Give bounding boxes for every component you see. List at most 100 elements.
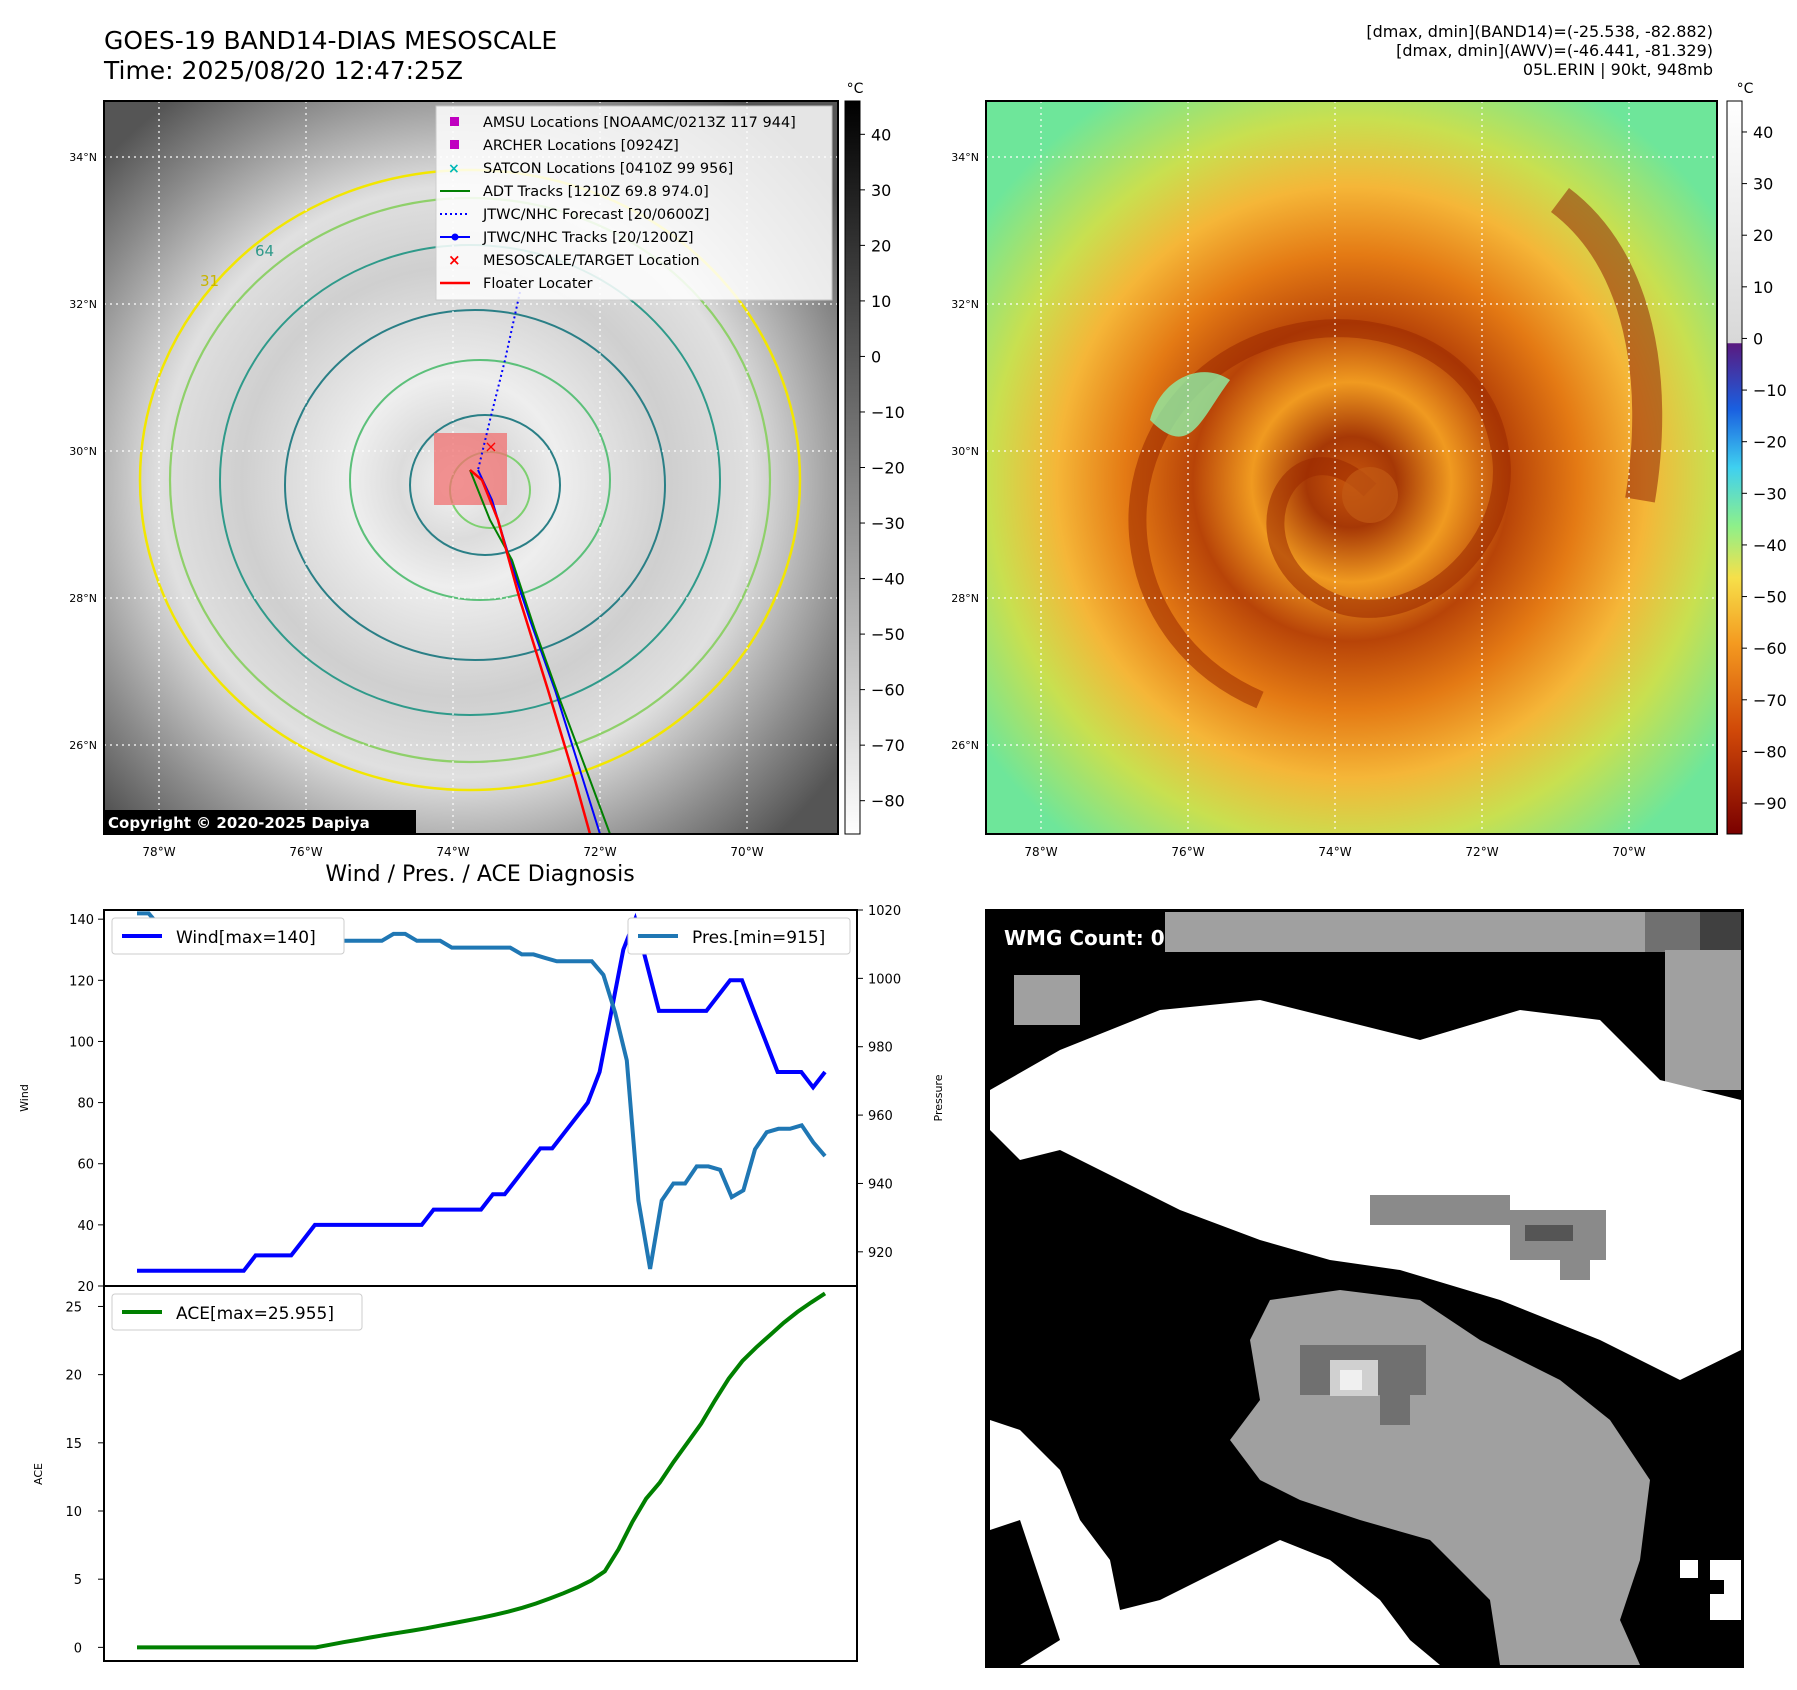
satcon-marker: × (448, 161, 460, 177)
awv-enhanced-map: 34°N 32°N 30°N 28°N 26°N 78°W 76°W 74°W … (951, 100, 1718, 859)
storm-tracks: × 64 31 (200, 242, 611, 834)
right-colorbar-tick: −20 (1753, 433, 1787, 452)
ace-axes-frame (103, 1285, 858, 1662)
left-map-frame (103, 100, 839, 835)
left-colorbar-tick: 40 (871, 125, 891, 144)
ace-tick-label: 15 (65, 1437, 82, 1452)
ace-chart: 0 5 10 15 20 25 ACE ACE[max=25.955] (32, 1285, 858, 1662)
lon-label-right: 76°W (1171, 845, 1204, 859)
legend-archer: ARCHER Locations [0924Z] (483, 138, 679, 154)
wind-tick-label: 80 (77, 1097, 94, 1112)
right-colorbar-tick: −40 (1753, 536, 1787, 555)
right-colorbar-tick: 10 (1753, 278, 1773, 297)
archer-marker (450, 140, 459, 149)
awv-range: [dmax, dmin](AWV)=(-46.441, -81.329) (1396, 41, 1713, 60)
pressure-legend-label: Pres.[min=915] (692, 928, 825, 948)
wind-axis-ticks: 20 40 60 80 100 120 140 (69, 913, 104, 1295)
wind-legend: Wind[max=140] (111, 917, 345, 955)
forecast-track (477, 291, 521, 471)
lat-label: 30°N (69, 445, 97, 458)
best-track (477, 469, 601, 834)
map-legend: AMSU Locations [NOAAMC/0213Z 117 944] AR… (435, 105, 833, 301)
legend-satcon: SATCON Locations [0410Z 99 956] (483, 161, 733, 177)
lat-label-right: 26°N (951, 739, 979, 752)
ace-legend-label: ACE[max=25.955] (176, 1304, 334, 1324)
pressure-tick-label: 960 (868, 1109, 893, 1124)
right-colorbar-tick: −90 (1753, 794, 1787, 813)
lat-label: 26°N (69, 739, 97, 752)
band14-range: [dmax, dmin](BAND14)=(-25.538, -82.882) (1366, 22, 1713, 41)
wind-axes-frame (103, 909, 858, 1287)
right-colorbar-tick: −60 (1753, 639, 1787, 658)
floater-track (469, 469, 592, 834)
storm-info: 05L.ERIN | 90kt, 948mb (1522, 60, 1713, 79)
wind-tick-label: 20 (77, 1280, 94, 1295)
lon-label-right: 70°W (1612, 845, 1645, 859)
lon-label-right: 74°W (1318, 845, 1351, 859)
wind-tick-label: 100 (69, 1035, 94, 1050)
lon-label: 76°W (289, 845, 322, 859)
pressure-axis-label: Pressure (932, 1074, 945, 1121)
spiral-bands (1128, 188, 1663, 709)
pressure-tick-label: 940 (868, 1177, 893, 1192)
lat-label-right: 28°N (951, 592, 979, 605)
right-colorbar-tick: −50 (1753, 588, 1787, 607)
lat-label-right: 30°N (951, 445, 979, 458)
right-colorbar-tick: −80 (1753, 742, 1787, 761)
wmg-count-label: WMG Count: 0 (1004, 926, 1165, 950)
legend-floater: Floater Locater (483, 276, 592, 292)
wind-series-line (137, 912, 827, 1273)
wmg-cells (990, 912, 1741, 1665)
ir-satellite-map: × 64 31 AMSU Locations [NOAAMC/0213Z 117… (69, 100, 839, 859)
wind-pressure-chart: 20 40 60 80 100 120 140 920 940 960 980 1000 1020 W… (18, 904, 945, 1295)
left-colorbar-tick: 30 (871, 181, 891, 200)
pressure-tick-label: 1020 (868, 904, 901, 919)
lon-label: 78°W (142, 845, 175, 859)
legend-forecast: JTWC/NHC Forecast [20/0600Z] (482, 207, 709, 223)
ace-tick-label: 10 (65, 1505, 82, 1520)
left-colorbar-tick: −80 (871, 792, 905, 811)
left-colorbar-tick: −20 (871, 459, 905, 478)
left-colorbar-tick: −50 (871, 625, 905, 644)
wmg-panel: WMG Count: 0 (985, 909, 1744, 1668)
copyright-bg (104, 810, 416, 834)
wind-tick-label: 120 (69, 974, 94, 989)
ace-legend: ACE[max=25.955] (111, 1293, 363, 1331)
wind-tick-label: 40 (77, 1219, 94, 1234)
contour-label-31: 31 (200, 272, 219, 290)
colorbar-unit: °C (847, 81, 864, 97)
right-colorbar-tick: 30 (1753, 175, 1773, 194)
left-colorbar-tick: −10 (871, 403, 905, 422)
pressure-axis-ticks: 920 940 960 980 1000 1020 (857, 904, 901, 1261)
lat-label: 34°N (69, 151, 97, 164)
lon-label-right: 78°W (1024, 845, 1057, 859)
copyright-text: Copyright © 2020-2025 Dapiya (108, 814, 370, 832)
pressure-tick-label: 920 (868, 1246, 893, 1261)
left-colorbar-tick: 20 (871, 236, 891, 255)
left-colorbar-tick: −60 (871, 681, 905, 700)
left-colorbar-tick: 0 (871, 347, 881, 366)
legend-target: MESOSCALE/TARGET Location (483, 253, 700, 269)
ace-series-line (137, 1291, 827, 1650)
lat-label-right: 32°N (951, 298, 979, 311)
legend-tracks: JTWC/NHC Tracks [20/1200Z] (482, 230, 694, 246)
lon-label-right: 72°W (1465, 845, 1498, 859)
right-map-frame (985, 100, 1718, 835)
left-colorbar-tick: 10 (871, 292, 891, 311)
ace-tick-label: 5 (74, 1573, 82, 1588)
right-colorbar-tick: −10 (1753, 381, 1787, 400)
pressure-legend: Pres.[min=915] (627, 917, 851, 955)
legend-adt: ADT Tracks [1210Z 69.8 974.0] (483, 184, 709, 200)
right-colorbar-tick: −70 (1753, 691, 1787, 710)
lon-label: 72°W (583, 845, 616, 859)
wind-tick-label: 140 (69, 913, 94, 928)
legend-amsu: AMSU Locations [NOAAMC/0213Z 117 944] (483, 115, 796, 131)
left-colorbar-tick: −30 (871, 514, 905, 533)
ace-tick-label: 0 (74, 1641, 82, 1656)
lat-label: 28°N (69, 592, 97, 605)
left-colorbar: °C 40 30 20 10 0 −10 −20 −30 −40 −50 −60 −70 −80 (844, 81, 905, 835)
left-colorbar-tick: −40 (871, 570, 905, 589)
ace-tick-label: 20 (65, 1369, 82, 1384)
right-colorbar: °C 40 30 20 10 0 −10 −20 −30 −40 −50 −60 −70 −80 −90 (1726, 81, 1787, 835)
header-info: [dmax, dmin](BAND14)=(-25.538, -82.882) … (1366, 22, 1713, 79)
